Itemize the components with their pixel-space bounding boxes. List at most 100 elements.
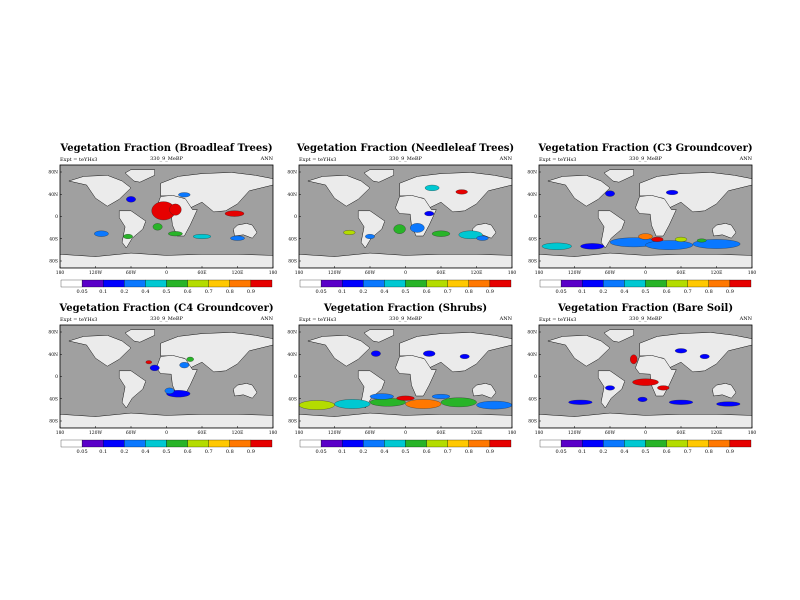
experiment-label: Expt = teYHs3 [299,157,336,163]
vegetation-field [651,236,664,242]
vegetation-field [424,184,440,191]
experiment-label: Expt = teYHs3 [299,317,336,323]
y-tick-label: 40N [527,352,537,358]
vegetation-field [405,399,442,409]
colorbar-swatch [166,279,188,288]
colorbar-swatch [489,439,512,448]
colorbar-swatch [603,439,625,448]
colorbar-swatch [560,279,583,288]
colorbar-swatch [299,439,322,448]
vegetation-field [299,400,335,410]
colorbar-label: 0.7 [684,289,692,295]
land-mass [539,412,752,428]
land-mass [597,210,626,249]
colorbar-swatch [124,439,146,448]
vegetation-field [396,395,415,401]
colorbar-swatch [60,439,83,448]
land-mass [306,175,371,207]
panel-title: Vegetation Fraction (Bare Soil) [557,303,733,314]
colorbar-label: 0.6 [423,289,431,295]
colorbar-label: 0.5 [642,289,650,295]
vegetation-field [666,190,679,195]
y-tick-label: 40S [528,236,537,242]
colorbar-swatch [229,279,252,288]
colorbar-swatch [603,279,625,288]
y-tick-label: 0 [534,214,537,220]
colorbar-swatch [363,279,385,288]
colorbar-label: 0.2 [599,449,607,455]
colorbar-swatch [320,279,343,288]
vegetation-field [637,396,648,402]
colorbar-label: 0.7 [205,449,213,455]
colorbar-swatch [687,439,709,448]
colorbar-swatch [342,439,364,448]
colorbar-label: 0.6 [663,289,671,295]
vegetation-field [674,236,688,242]
colorbar-swatch [384,279,406,288]
land-mass [124,329,155,343]
land-mass [357,210,386,249]
colorbar-swatch [384,439,406,448]
vegetation-field [568,399,593,405]
vegetation-field [393,224,406,234]
x-tick-label: 180 [508,430,517,436]
vegetation-field [669,399,693,405]
colorbar-swatch [166,439,188,448]
x-tick-label: 60W [365,270,376,276]
colorbar-label: 0.4 [620,289,628,295]
y-tick-label: 80N [287,330,297,336]
land-mass [299,412,512,428]
land-mass [363,329,394,343]
y-tick-label: 0 [294,374,297,380]
vegetation-field [152,223,163,231]
vegetation-field [440,397,477,408]
colorbar-label: 0.5 [163,289,171,295]
colorbar-swatch [81,439,104,448]
y-tick-label: 0 [294,214,297,220]
map-area [539,325,752,428]
x-tick-label: 180 [56,270,65,276]
colorbar-swatch [489,279,512,288]
run-id-label: 330_9_MeBP [150,156,183,162]
x-tick-label: 180 [269,270,278,276]
colorbar-swatch [468,279,491,288]
panel-2: Vegetation Fraction (Needleleaf Trees) Ex… [287,143,516,295]
colorbar-swatch [539,439,562,448]
x-tick-label: 180 [748,430,757,436]
panel-4: Vegetation Fraction (C4 Groundcover) Expt… [48,303,277,455]
colorbar-label: 0.05 [316,449,327,455]
x-tick-label: 0 [165,270,168,276]
panel-title: Vegetation Fraction (Needleleaf Trees) [296,143,514,154]
run-id-label: 330_9_MeBP [389,316,422,322]
y-tick-label: 40N [527,192,537,198]
season-label: ANN [260,316,274,322]
x-tick-label: 120W [568,430,582,436]
x-tick-label: 180 [56,430,65,436]
experiment-label: Expt = teYHs3 [60,157,97,163]
colorbar-swatch [60,279,83,288]
colorbar-swatch [363,439,385,448]
colorbar-label: 0.5 [642,449,650,455]
colorbar-swatch [624,439,646,448]
colorbar-label: 0.5 [402,289,410,295]
run-id-label: 330_9_MeBP [150,316,183,322]
x-tick-label: 120W [328,270,342,276]
experiment-label: Expt = teYHs3 [539,317,576,323]
vegetation-field [699,354,710,359]
land-mass [60,412,273,428]
x-tick-label: 120E [711,270,723,276]
colorbar-label: 0.8 [226,449,234,455]
colorbar: 0.05 0.1 0.2 0.4 0.5 0.6 0.7 0.8 0.9 [299,439,512,455]
x-tick-label: 60W [605,430,616,436]
vegetation-field [605,385,615,391]
colorbar-label: 0.5 [402,449,410,455]
colorbar-label: 0.6 [184,289,192,295]
colorbar-label: 0.1 [338,449,346,455]
y-tick-label: 80N [527,170,537,176]
x-tick-label: 120E [471,430,483,436]
vegetation-field [674,348,688,354]
vegetation-field [164,387,175,394]
colorbar-swatch [468,439,491,448]
colorbar-label: 0.1 [99,449,107,455]
x-tick-label: 120W [328,430,342,436]
